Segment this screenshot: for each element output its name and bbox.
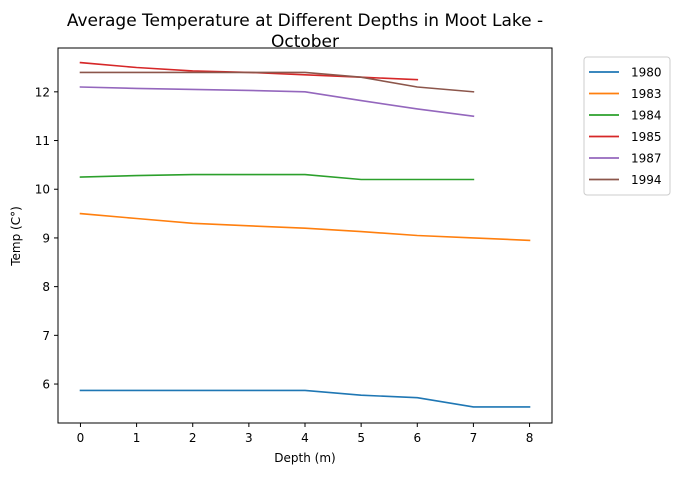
y-axis-label: Temp (C°) — [9, 206, 23, 267]
legend-label-1983: 1983 — [631, 87, 662, 101]
x-axis-ticks: 0 1 2 3 4 5 6 7 8 — [77, 423, 534, 445]
x-tick-label: 3 — [245, 431, 253, 445]
legend-label-1994: 1994 — [631, 173, 662, 187]
legend-label-1985: 1985 — [631, 130, 662, 144]
x-tick-label: 4 — [301, 431, 309, 445]
legend-label-1987: 1987 — [631, 152, 662, 166]
x-tick-label: 6 — [413, 431, 421, 445]
y-tick-label: 8 — [42, 280, 50, 294]
series-line-1987 — [79, 86, 475, 118]
y-axis-ticks: 6 7 8 9 10 11 12 — [35, 85, 58, 392]
x-tick-label: 8 — [526, 431, 534, 445]
chart-title-line-2: October — [271, 32, 339, 52]
y-tick-label: 7 — [42, 329, 50, 343]
series-line-1994 — [79, 71, 475, 93]
series-lines — [79, 61, 531, 408]
series-line-1985 — [79, 61, 419, 81]
legend-box — [583, 56, 671, 196]
y-tick-label: 6 — [42, 378, 50, 392]
x-tick-label: 7 — [470, 431, 478, 445]
series-line-1983 — [79, 212, 531, 242]
x-axis-label: Depth (m) — [274, 451, 335, 465]
y-tick-label: 12 — [35, 85, 50, 99]
plot-frame — [57, 47, 553, 424]
x-tick-label: 1 — [133, 431, 141, 445]
y-tick-label: 10 — [35, 183, 50, 197]
x-tick-label: 5 — [357, 431, 365, 445]
legend-label-1980: 1980 — [631, 66, 662, 80]
y-tick-label: 9 — [42, 231, 50, 245]
series-line-1984 — [79, 173, 475, 181]
chart-title-line-1: Average Temperature at Different Depths … — [67, 11, 543, 31]
series-line-1980 — [79, 389, 531, 408]
legend: 1980 1983 1984 1985 1987 1994 — [583, 56, 671, 196]
y-tick-label: 11 — [35, 134, 50, 148]
x-tick-label: 0 — [77, 431, 85, 445]
legend-label-1984: 1984 — [631, 109, 662, 123]
x-tick-label: 2 — [189, 431, 197, 445]
